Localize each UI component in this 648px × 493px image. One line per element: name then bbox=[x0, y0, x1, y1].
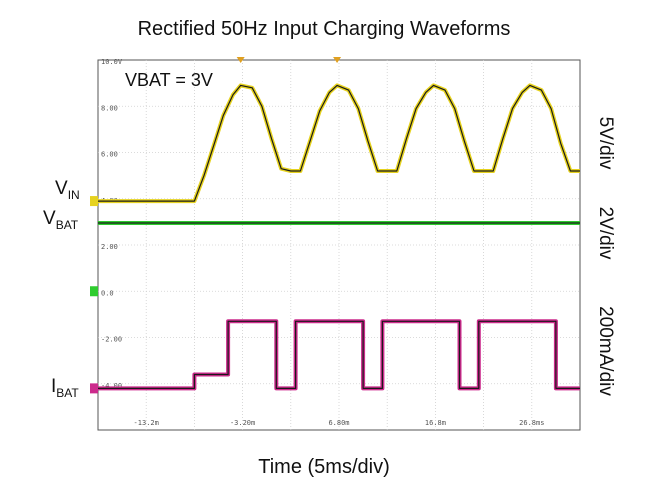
ibat-label-sub: BAT bbox=[56, 385, 79, 400]
y-tick-label: -4.00 bbox=[101, 382, 122, 390]
y-tick-label: 10.0V bbox=[101, 58, 123, 66]
vin-ground-marker bbox=[90, 196, 98, 207]
vbat-annotation-text: VBAT = 3V bbox=[125, 70, 213, 90]
ibat-scale-label: 200mA/div bbox=[595, 306, 616, 396]
vbat-ground-marker bbox=[90, 286, 98, 297]
x-tick-label: -3.20m bbox=[230, 419, 255, 427]
x-tick-label: 6.80m bbox=[328, 419, 349, 427]
x-tick-label: 26.8ms bbox=[519, 419, 544, 427]
y-tick-label: 2.00 bbox=[101, 243, 118, 251]
y-tick-label: 6.00 bbox=[101, 151, 118, 159]
x-tick-label: -13.2m bbox=[134, 419, 159, 427]
vbat-label-sub: BAT bbox=[55, 217, 79, 232]
x-tick-label: 16.8m bbox=[425, 419, 446, 427]
chart-title: Rectified 50Hz Input Charging Waveforms bbox=[137, 18, 511, 40]
vin-scale-label: 5V/div bbox=[595, 116, 616, 170]
vbat-channel-label: VBAT bbox=[43, 208, 78, 232]
vbat-label-main: V bbox=[43, 208, 56, 229]
ibat-channel-label: IBAT bbox=[51, 376, 79, 400]
x-axis-label: Time (5ms/div) bbox=[258, 456, 390, 478]
vin-channel-label: VIN bbox=[55, 178, 80, 202]
vbat-annotation: VBAT = 3V bbox=[125, 70, 213, 91]
y-tick-label: 0.0 bbox=[101, 289, 114, 297]
ibat-ground-marker bbox=[90, 383, 98, 394]
vin-label-sub: IN bbox=[67, 187, 80, 202]
trigger-marker-right bbox=[333, 57, 342, 63]
ibat-label-main: I bbox=[51, 376, 57, 397]
vin-trace bbox=[98, 84, 580, 202]
y-tick-label: -2.00 bbox=[101, 336, 122, 344]
trigger-marker-left bbox=[236, 57, 245, 63]
vin-label-main: V bbox=[55, 178, 68, 199]
vbat-scale-label: 2V/div bbox=[595, 206, 616, 260]
ibat-trace bbox=[98, 320, 580, 389]
y-tick-label: 8.00 bbox=[101, 104, 118, 112]
